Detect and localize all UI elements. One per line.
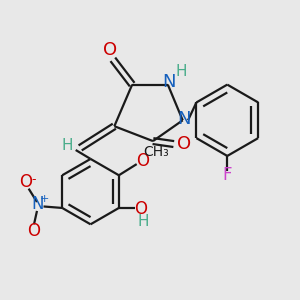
Text: CH₃: CH₃: [143, 145, 169, 159]
Text: O: O: [136, 152, 149, 170]
Text: O: O: [27, 222, 40, 240]
Text: H: H: [176, 64, 187, 79]
Text: N: N: [177, 110, 191, 128]
Text: +: +: [40, 194, 49, 204]
Text: O: O: [134, 200, 147, 218]
Text: F: F: [223, 166, 232, 184]
Text: O: O: [19, 173, 32, 191]
Text: N: N: [163, 73, 176, 91]
Text: O: O: [103, 41, 118, 59]
Text: N: N: [31, 195, 44, 213]
Text: H: H: [137, 214, 149, 229]
Text: H: H: [61, 138, 73, 153]
Text: O: O: [177, 135, 191, 153]
Text: -: -: [32, 172, 36, 186]
